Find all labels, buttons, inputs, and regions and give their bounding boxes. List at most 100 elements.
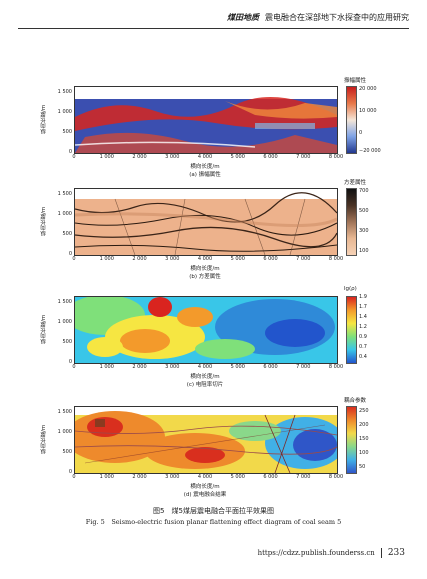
- y-axis-label: 纵向长度/m: [41, 424, 47, 454]
- x-tick: 7 000: [296, 474, 311, 480]
- x-axis-label: 横向长度/m: [190, 266, 220, 272]
- panel-resistivity: 纵向长度/m 1 500 1 000 500 0 0 1 000 2 000 3…: [40, 286, 367, 388]
- amplitude-image: [75, 87, 337, 153]
- amplitude-map: [74, 86, 338, 154]
- x-tick: 4 000: [197, 256, 213, 262]
- x-tick: 6 000: [263, 154, 278, 160]
- colorbar-tick: 200: [359, 422, 369, 428]
- x-tick: 3 000: [165, 364, 180, 370]
- x-tick: 6 000: [263, 256, 278, 262]
- y-tick: 1 500: [57, 299, 72, 305]
- panel-caption: (c) 电阻率切片: [186, 382, 224, 388]
- colorbar-tick: 150: [359, 436, 369, 442]
- panel-amplitude: 纵向长度/m 1 500 1 000 500 0 0 1 000 2 000 3…: [40, 78, 381, 178]
- x-tick: 7 000: [296, 364, 311, 370]
- x-tick: 0: [72, 154, 76, 160]
- y-tick: 1 000: [57, 429, 72, 435]
- y-tick: 0: [68, 251, 72, 257]
- colorbar-tick: 500: [359, 208, 369, 214]
- colorbar-tick: 10 000: [359, 108, 377, 114]
- panel-variance: 纵向长度/m 1 500 1 000 500 0 0 1 000 2 000 3…: [40, 180, 369, 280]
- x-tick: 1 000: [99, 364, 114, 370]
- colorbar-title: lg(ρ): [344, 286, 357, 292]
- x-tick: 4 000: [197, 154, 213, 160]
- colorbar-tick: −20 000: [359, 148, 381, 154]
- x-axis-label: 横向长度/m: [190, 164, 220, 170]
- colorbar-tick: 50: [359, 464, 366, 470]
- running-title: 震电融合在深部地下水探查中的应用研究: [265, 12, 409, 22]
- panel-fusion: 纵向长度/m 1 500 1 000 500 0 0 1 000 2 000 3…: [40, 398, 369, 498]
- x-tick: 7 000: [296, 256, 311, 262]
- colorbar-title: 振幅属性: [344, 78, 367, 84]
- colorbar-title: 耦合参数: [344, 398, 367, 404]
- x-tick: 0: [72, 364, 76, 370]
- x-axis-label: 横向长度/m: [190, 484, 220, 490]
- y-tick: 500: [62, 129, 72, 135]
- y-tick: 1 500: [57, 191, 72, 197]
- x-tick: 4 000: [197, 364, 213, 370]
- x-tick: 4 000: [197, 474, 213, 480]
- page-number: 233: [387, 548, 405, 558]
- resistivity-image: [75, 297, 337, 363]
- colorbar-title: 方差属性: [344, 180, 367, 186]
- y-tick: 0: [68, 469, 72, 475]
- variance-image: [75, 189, 337, 255]
- x-tick: 1 000: [99, 154, 114, 160]
- x-ticks: 0 1 000 2 000 3 000 4 000 5 000 6 000 7 …: [72, 256, 343, 264]
- y-tick: 500: [62, 339, 72, 345]
- y-axis-label: 纵向长度/m: [41, 104, 47, 134]
- x-ticks: 0 1 000 2 000 3 000 4 000 5 000 6 000 7 …: [72, 364, 343, 372]
- x-tick: 2 000: [132, 474, 147, 480]
- x-tick: 8 000: [328, 364, 344, 370]
- colorbar-tick: 0.9: [359, 334, 367, 340]
- journal-url[interactable]: https://cdzz.publish.founderss.cn: [257, 549, 375, 557]
- x-tick: 3 000: [165, 474, 180, 480]
- x-tick: 2 000: [132, 256, 147, 262]
- y-tick: 500: [62, 449, 72, 455]
- panel-caption: (d) 震电融合结果: [183, 492, 227, 498]
- fusion-map: [74, 406, 338, 474]
- journal-logo: 煤田地质: [227, 11, 259, 22]
- x-tick: 5 000: [230, 256, 245, 262]
- x-tick: 8 000: [328, 154, 344, 160]
- x-tick: 3 000: [165, 154, 180, 160]
- y-tick: 1 500: [57, 409, 72, 415]
- colorbar-tick: 20 000: [359, 86, 377, 92]
- running-header: 煤田地质 震电融合在深部地下水探查中的应用研究: [18, 6, 409, 29]
- y-tick: 0: [68, 149, 72, 155]
- colorbar-tick: 0.7: [359, 344, 367, 350]
- colorbar: [346, 406, 357, 474]
- x-tick: 5 000: [230, 364, 245, 370]
- fusion-image: [75, 407, 337, 473]
- page-footer: https://cdzz.publish.founderss.cn 233: [258, 548, 405, 558]
- x-tick: 6 000: [263, 364, 278, 370]
- colorbar-tick: 1.9: [359, 294, 367, 300]
- x-axis-label: 横向长度/m: [190, 374, 220, 380]
- colorbar-tick: 0: [359, 130, 363, 136]
- y-tick: 1 500: [57, 89, 72, 95]
- x-tick: 6 000: [263, 474, 278, 480]
- y-axis-label: 纵向长度/m: [41, 314, 47, 344]
- colorbar-tick: 100: [359, 450, 369, 456]
- x-tick: 7 000: [296, 154, 311, 160]
- panel-caption: (b) 方差属性: [189, 274, 221, 280]
- colorbar-tick: 700: [359, 188, 369, 194]
- y-tick: 500: [62, 231, 72, 237]
- x-tick: 0: [72, 474, 76, 480]
- variance-map: [74, 188, 338, 256]
- y-tick: 1 000: [57, 109, 72, 115]
- figure-caption-cn: 图5 煤5煤层震电融合平面拉平效果图: [153, 507, 274, 515]
- colorbar-tick: 1.4: [359, 314, 367, 320]
- x-tick: 3 000: [165, 256, 180, 262]
- x-tick: 0: [72, 256, 76, 262]
- colorbar: [346, 296, 357, 364]
- x-ticks: 0 1 000 2 000 3 000 4 000 5 000 6 000 7 …: [72, 154, 343, 162]
- colorbar-tick: 1.7: [359, 304, 367, 310]
- colorbar-tick: 0.4: [359, 354, 367, 360]
- colorbar: [346, 188, 357, 256]
- x-tick: 5 000: [230, 474, 245, 480]
- colorbar-tick: 100: [359, 248, 369, 254]
- x-tick: 5 000: [230, 154, 245, 160]
- y-tick: 1 000: [57, 319, 72, 325]
- panel-caption: (a) 振幅属性: [189, 172, 221, 178]
